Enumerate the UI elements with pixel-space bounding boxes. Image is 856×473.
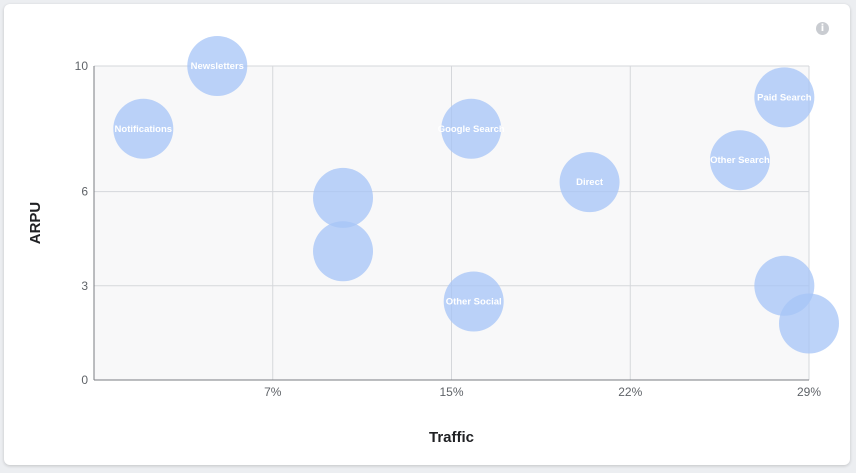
y-tick-label: 10 xyxy=(75,59,89,73)
info-icon[interactable]: i xyxy=(816,22,829,35)
bubble[interactable] xyxy=(779,293,839,354)
bubble-circle[interactable] xyxy=(313,221,374,282)
axes xyxy=(93,66,809,381)
bubble-label: Notifications xyxy=(115,124,173,135)
bubble[interactable]: Notifications xyxy=(113,98,174,159)
bubble-circle[interactable] xyxy=(313,167,374,228)
bubble-label: Other Social xyxy=(446,297,502,308)
x-tick-label: 29% xyxy=(797,385,821,399)
bubble-label: Google Search xyxy=(438,124,505,135)
bubble-label: Newsletters xyxy=(191,61,244,72)
bubble-circle[interactable] xyxy=(779,293,839,354)
bubble-circle[interactable] xyxy=(187,36,248,96)
bubble-circle[interactable] xyxy=(754,67,815,128)
bubble-circle[interactable] xyxy=(441,98,502,159)
bubble-circle[interactable] xyxy=(113,98,174,159)
bubble[interactable]: Direct xyxy=(559,152,620,213)
bubbles[interactable]: Notifications Newsletters Google Search Oth… xyxy=(113,36,839,354)
bubble[interactable] xyxy=(313,167,374,228)
bubble-label: Other Search xyxy=(710,155,770,166)
bubble-label: Paid Search xyxy=(757,92,812,103)
bubble[interactable]: Newsletters xyxy=(187,36,248,96)
bubble-label: Direct xyxy=(576,177,604,188)
y-tick-label: 6 xyxy=(81,185,88,199)
x-tick-label: 22% xyxy=(618,385,642,399)
x-axis-title: Traffic xyxy=(429,429,474,446)
tick-labels: 0 3 6 10 7% 15% 22% 29% xyxy=(75,59,822,399)
bubble-circle[interactable] xyxy=(709,130,770,191)
y-tick-label: 0 xyxy=(81,373,88,387)
x-tick-label: 15% xyxy=(439,385,463,399)
bubble[interactable]: Other Social xyxy=(443,271,504,332)
bubble-circle[interactable] xyxy=(443,271,504,332)
y-tick-label: 3 xyxy=(81,279,88,293)
bubble[interactable]: Google Search xyxy=(438,98,505,159)
y-axis-title: ARPU xyxy=(27,202,44,245)
bubble[interactable]: Other Search xyxy=(709,130,770,191)
bubble[interactable]: Paid Search xyxy=(754,67,815,128)
x-tick-label: 7% xyxy=(264,385,282,399)
bubble[interactable] xyxy=(313,221,374,282)
bubble-circle[interactable] xyxy=(559,152,620,213)
